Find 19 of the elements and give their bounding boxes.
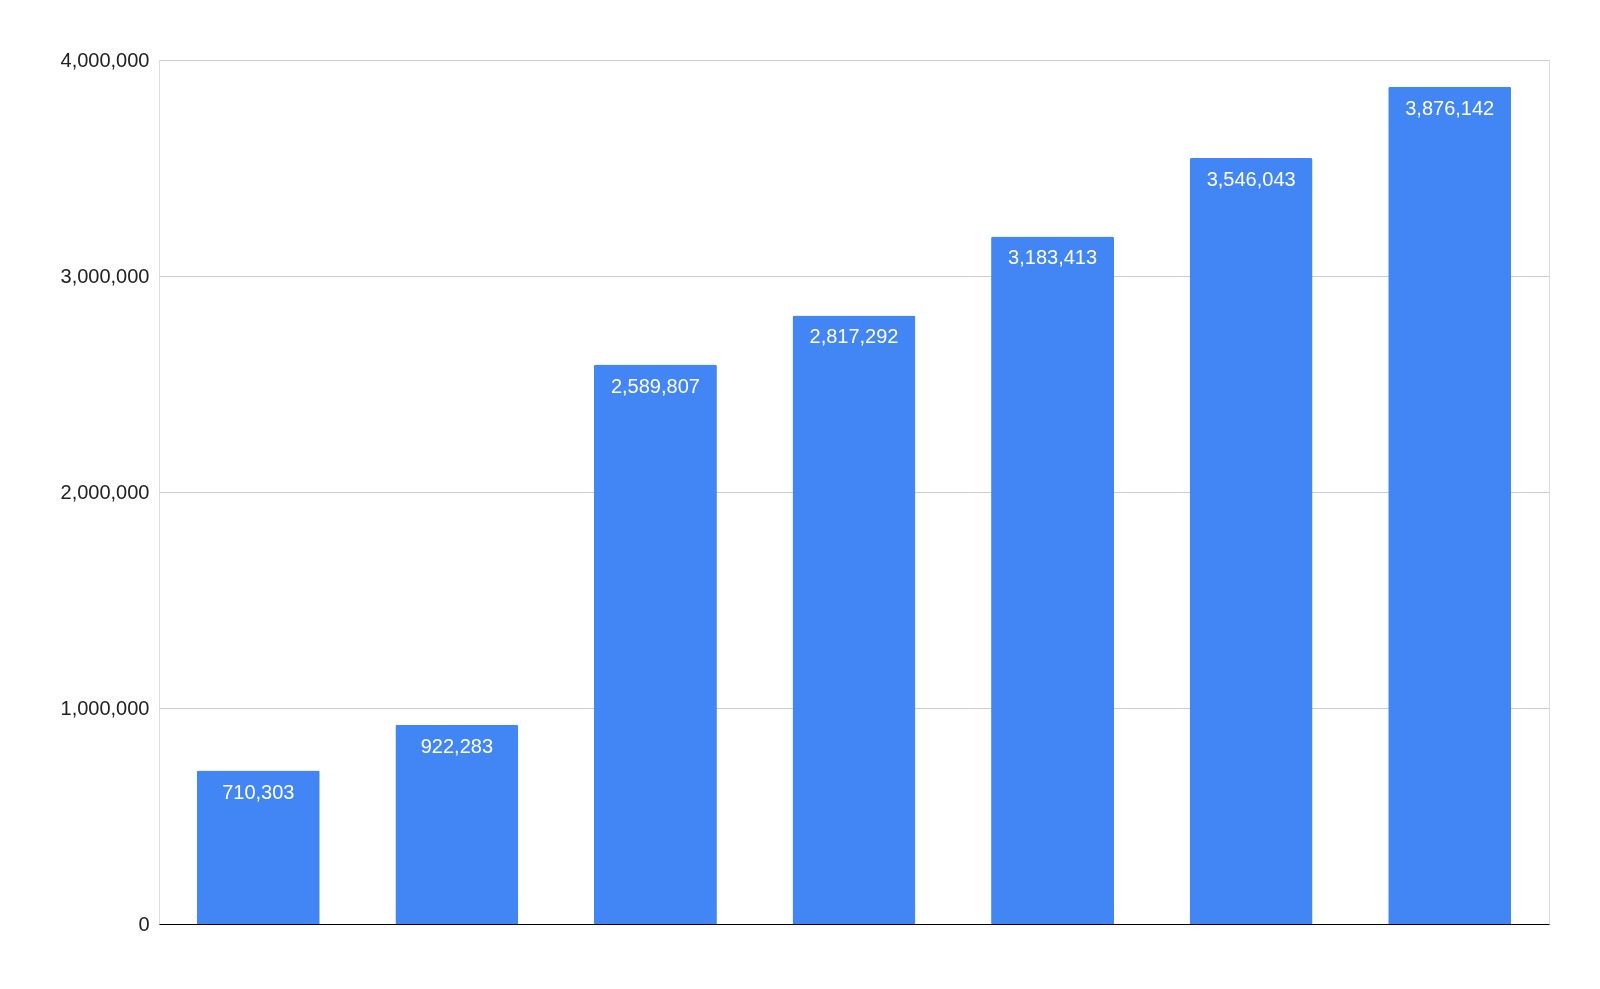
y-tick-label: 3,000,000	[60, 264, 150, 287]
bar	[991, 236, 1115, 924]
data-label: 3,546,043	[1206, 168, 1296, 191]
data-label: 710,303	[222, 780, 295, 803]
bar	[1388, 86, 1512, 924]
y-tick-label: 0	[138, 912, 150, 935]
bar	[593, 364, 717, 924]
y-tick-label: 4,000,000	[60, 48, 150, 71]
bar	[792, 315, 916, 924]
y-tick-label: 2,000,000	[60, 480, 150, 503]
data-label: 3,876,142	[1405, 96, 1495, 119]
data-label: 3,183,413	[1008, 246, 1098, 269]
data-label: 2,817,292	[809, 325, 899, 348]
y-tick-label: 1,000,000	[60, 696, 150, 719]
bar	[1189, 158, 1313, 924]
bar	[395, 724, 519, 924]
data-label: 922,283	[420, 734, 494, 757]
data-label: 2,589,807	[610, 374, 700, 397]
bar	[196, 770, 320, 924]
